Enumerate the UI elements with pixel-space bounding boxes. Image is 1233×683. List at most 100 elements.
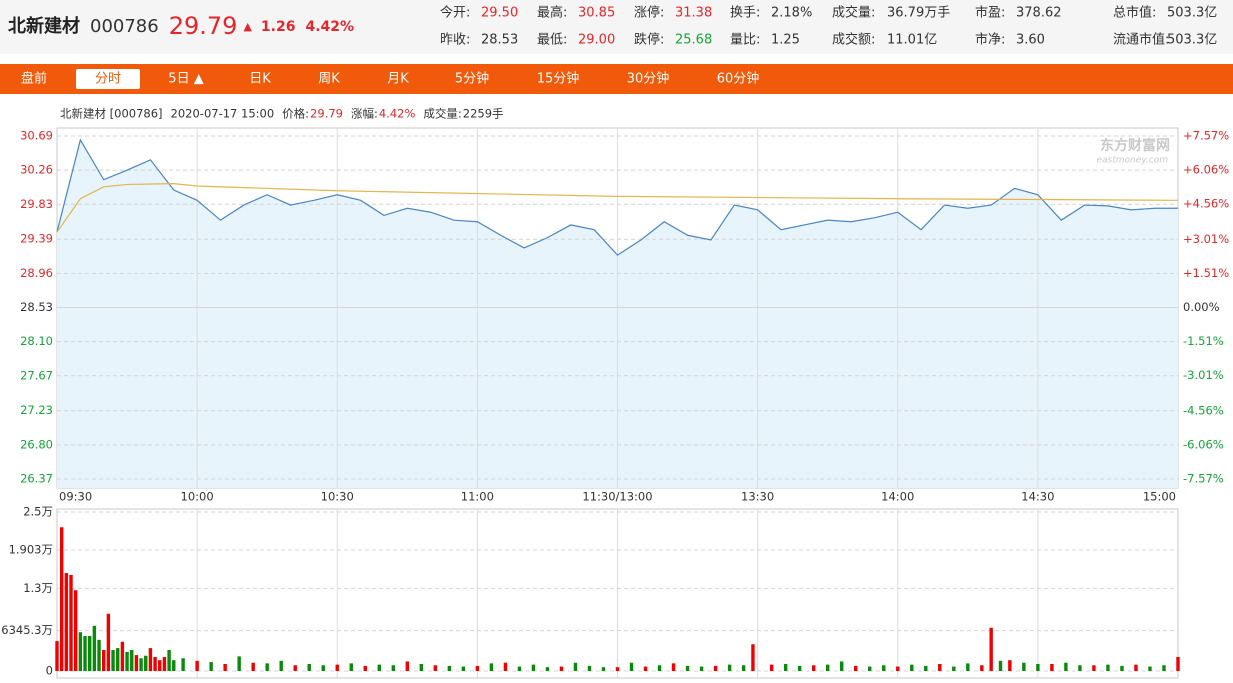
- stat-value: 25.68: [675, 33, 712, 48]
- volume-bar: [989, 627, 993, 671]
- volume-bar: [83, 636, 87, 671]
- y-tick-label: 0: [46, 664, 53, 678]
- volume-bar: [55, 641, 59, 671]
- volume-bar: [144, 655, 148, 671]
- volume-bar: [882, 665, 886, 671]
- tab[interactable]: 5日 ▲: [168, 72, 203, 87]
- volume-bar: [811, 665, 816, 671]
- change-arrow: ▲: [243, 20, 252, 33]
- y2-tick-label: -1.51%: [1183, 334, 1224, 348]
- volume-bar: [335, 664, 339, 671]
- volume-bar: [601, 667, 606, 671]
- volume-bar: [69, 574, 73, 671]
- tab[interactable]: 30分钟: [627, 71, 670, 87]
- stat-label: 市净:: [975, 32, 1005, 48]
- y-tick-label: 2.5万: [23, 505, 53, 519]
- volume-bar: [265, 663, 269, 671]
- tab[interactable]: 日K: [249, 72, 271, 87]
- volume-bar: [158, 660, 162, 671]
- y-tick-label: 1.903万: [9, 542, 53, 556]
- info-value: 29.79: [310, 107, 343, 121]
- y-tick-label: 28.53: [20, 300, 53, 314]
- volume-bar: [573, 662, 578, 671]
- y-tick-label: 28.96: [20, 266, 53, 280]
- volume-bar: [503, 662, 508, 671]
- stat-label: 市盈:: [975, 5, 1005, 21]
- volume-bar: [363, 665, 367, 671]
- volume-bar: [713, 665, 718, 671]
- volume-bar: [181, 658, 185, 671]
- stat-value: 29.50: [481, 6, 518, 21]
- volume-bar: [727, 664, 732, 671]
- stat-value: 378.62: [1016, 6, 1062, 21]
- change: 1.26: [261, 19, 296, 35]
- volume-bar: [1078, 665, 1082, 671]
- stat-value: 28.53: [481, 33, 518, 48]
- volume-bar: [1064, 662, 1068, 671]
- y-tick-label: 29.39: [20, 232, 53, 246]
- x-tick-label: 10:00: [181, 490, 214, 504]
- volume-bar: [797, 665, 802, 671]
- y2-tick-label: +6.06%: [1183, 163, 1229, 177]
- volume-bar: [854, 665, 858, 671]
- tab[interactable]: 60分钟: [717, 71, 760, 87]
- volume-bar: [167, 650, 171, 671]
- volume-bar: [685, 665, 690, 671]
- volume-bar: [1022, 662, 1026, 671]
- volume-bar: [1162, 665, 1166, 671]
- tab[interactable]: 周K: [318, 72, 340, 87]
- volume-bar: [307, 664, 311, 671]
- volume-bar: [615, 667, 620, 671]
- stat-label: 换手:: [730, 6, 760, 21]
- volume-bar: [64, 573, 69, 671]
- volume-bar: [924, 665, 928, 671]
- volume-bar: [130, 650, 134, 671]
- x-tick-label: 15:00: [1143, 490, 1176, 504]
- info-value: 2259手: [463, 107, 504, 121]
- volume-bar: [162, 657, 167, 671]
- volume-bar: [751, 644, 755, 671]
- volume-bar: [106, 613, 111, 671]
- volume-bar: [545, 667, 550, 671]
- volume-bar: [783, 664, 788, 671]
- volume-bar: [938, 664, 942, 671]
- tab[interactable]: 月K: [387, 72, 409, 87]
- volume-bar: [223, 664, 227, 671]
- volume-bar: [92, 625, 97, 671]
- x-tick-label: 10:30: [321, 490, 354, 504]
- stat-value: 503.3亿: [1167, 33, 1217, 48]
- header-bg: [0, 0, 1233, 54]
- volume-bar: [59, 527, 64, 671]
- stock-name: 北新建材: [8, 15, 80, 37]
- tab-bar: [0, 64, 1233, 94]
- stat-value: 11.01亿: [887, 33, 937, 48]
- stock-code: 000786: [90, 16, 159, 37]
- tab[interactable]: 5分钟: [455, 71, 489, 87]
- tab[interactable]: 15分钟: [537, 71, 580, 87]
- tab[interactable]: 盘前: [21, 71, 47, 87]
- volume-bar: [1148, 666, 1152, 671]
- volume-bar: [1120, 665, 1124, 671]
- volume-bar: [433, 665, 438, 671]
- x-tick-label: 11:00: [461, 490, 494, 504]
- volume-bar: [87, 636, 92, 671]
- volume-bar: [391, 665, 395, 671]
- volume-bar: [349, 663, 353, 671]
- volume-bar: [461, 666, 466, 671]
- tab[interactable]: 分时: [95, 72, 121, 87]
- stat-value: 3.60: [1016, 33, 1045, 48]
- volume-bar: [377, 664, 381, 671]
- y-tick-label: 28.10: [20, 334, 53, 348]
- y2-tick-label: +1.51%: [1183, 266, 1229, 280]
- y-tick-label: 26.80: [20, 437, 53, 451]
- y-tick-label: 30.26: [20, 163, 53, 177]
- volume-bar: [195, 660, 199, 671]
- volume-bar: [1050, 664, 1054, 671]
- volume-bar: [559, 666, 564, 671]
- volume-bar: [237, 656, 241, 671]
- change-pct: 4.42%: [305, 19, 354, 35]
- volume-bar: [825, 664, 830, 671]
- y-tick-label: 30.69: [20, 129, 53, 143]
- stat-label: 总市值:: [1113, 5, 1156, 21]
